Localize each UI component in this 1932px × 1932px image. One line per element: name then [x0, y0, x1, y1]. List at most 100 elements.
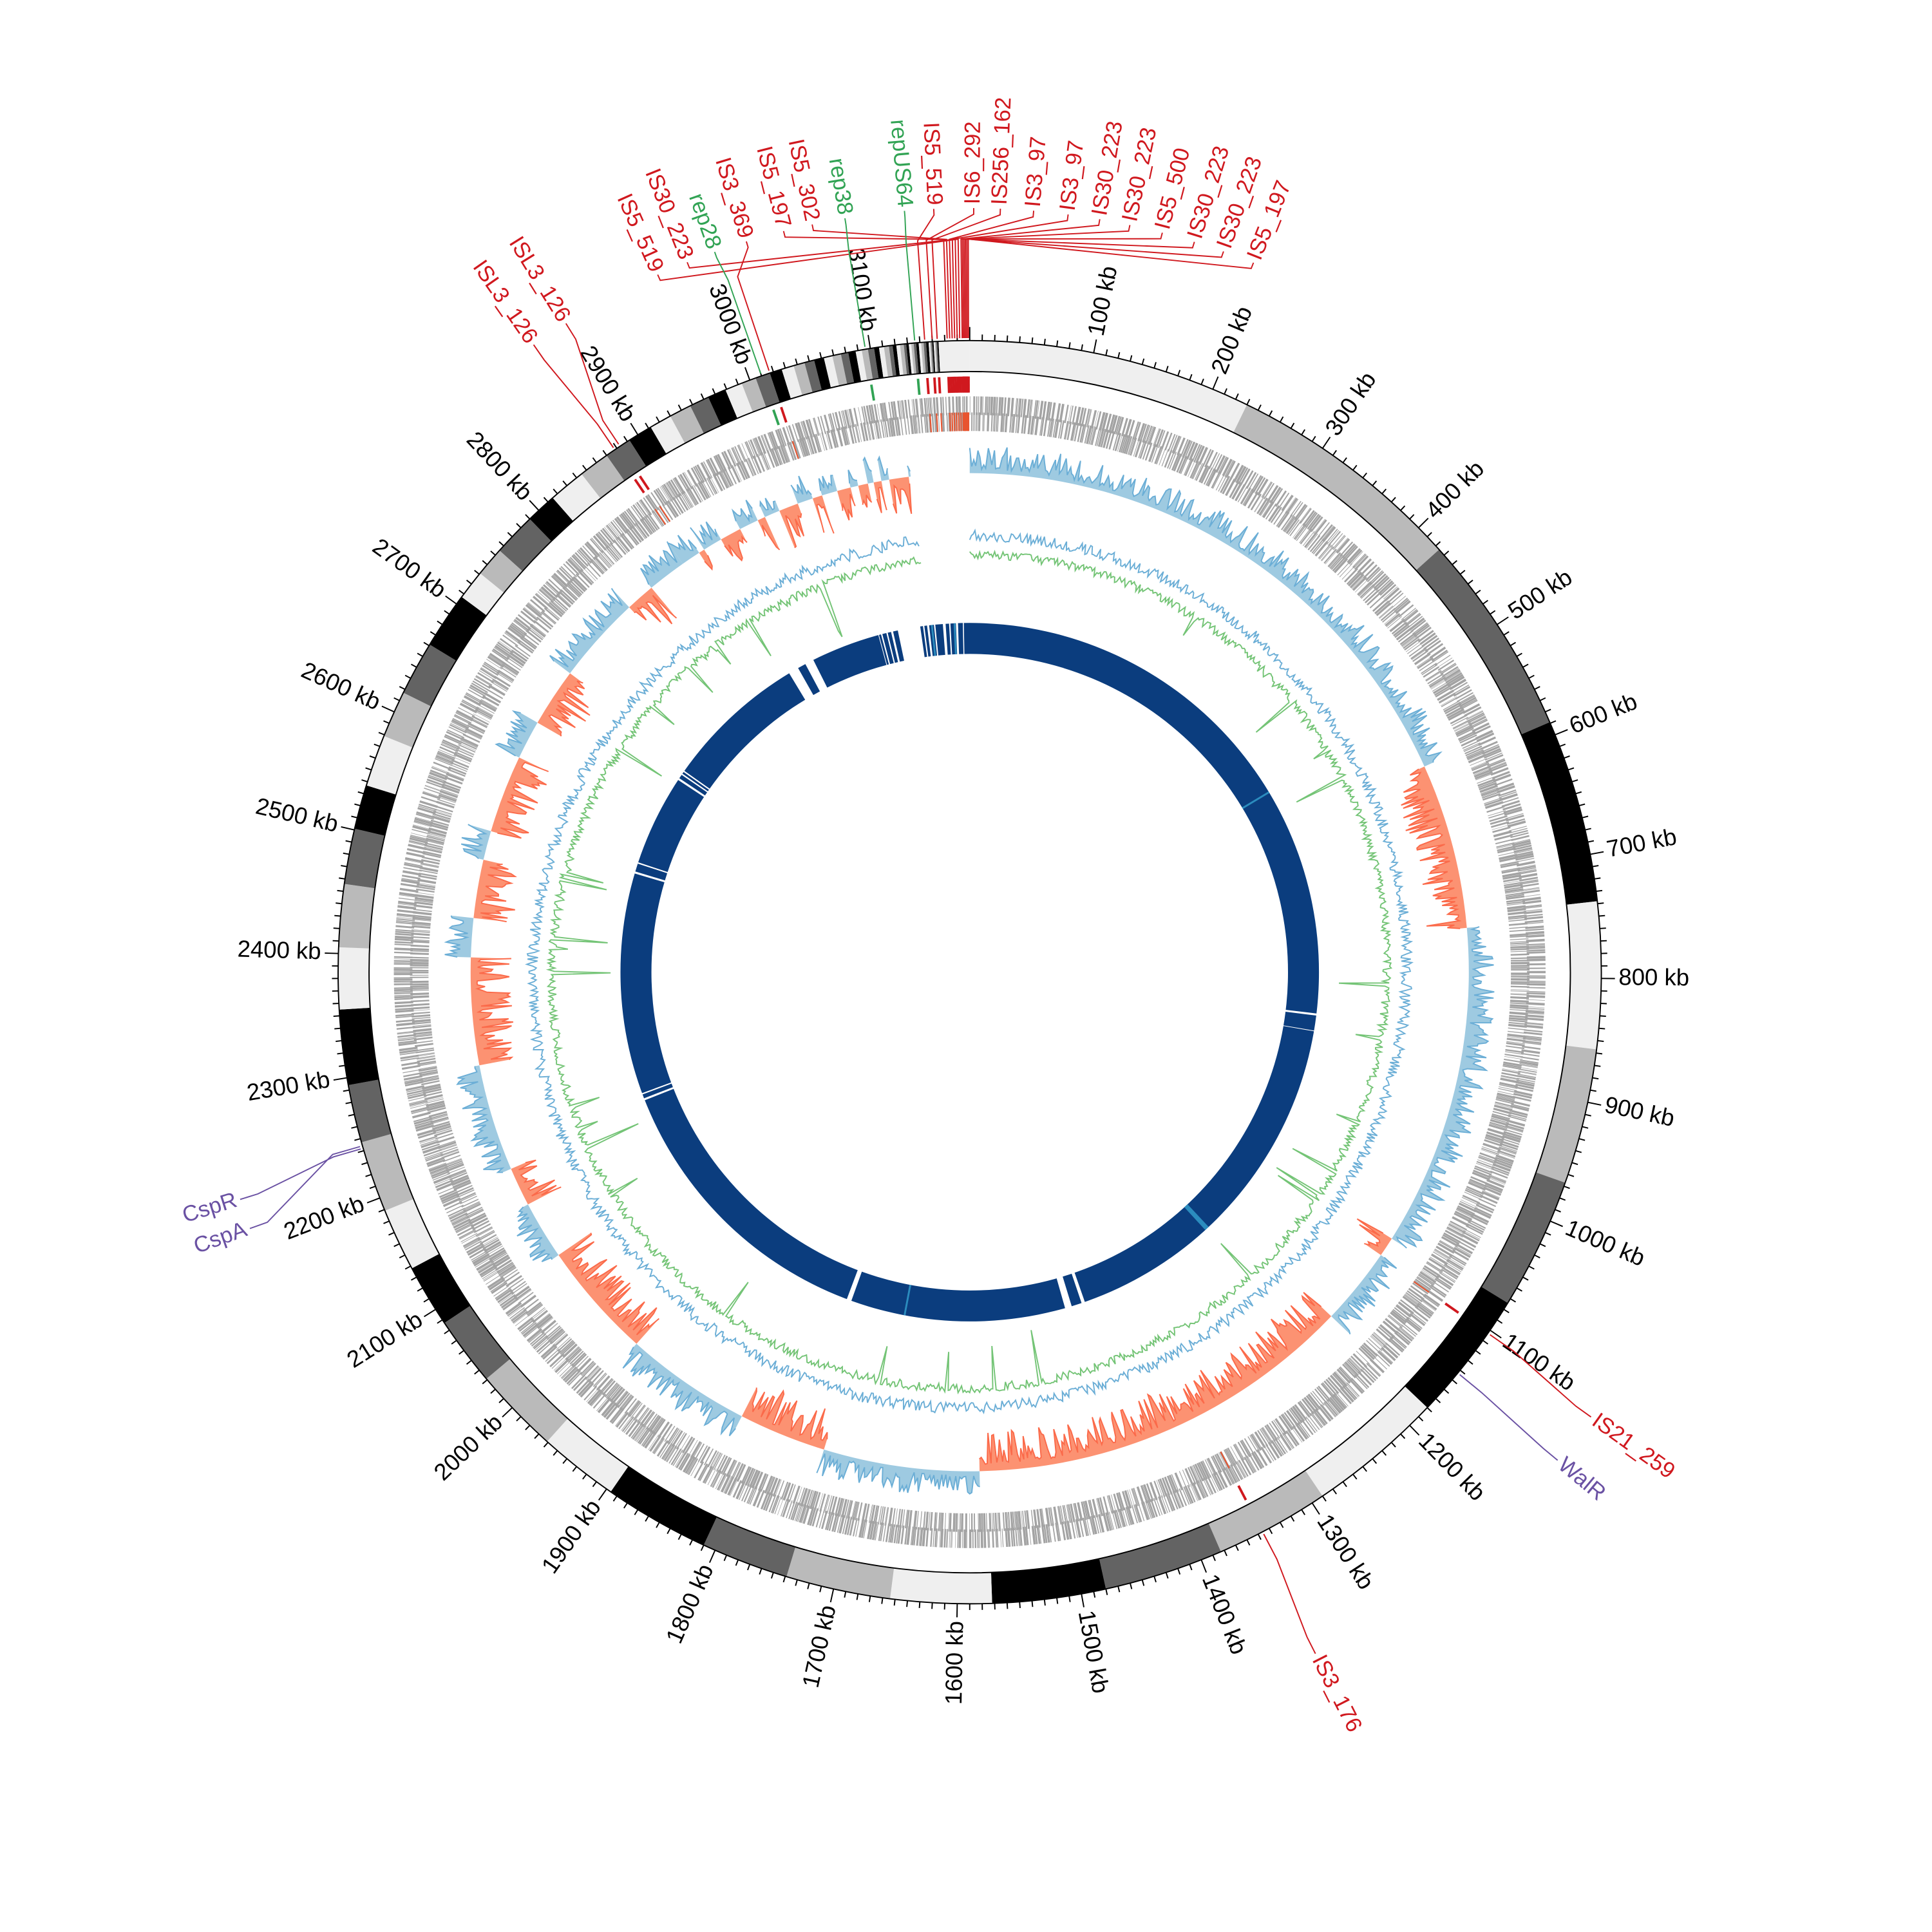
inner-ring-gap: [635, 861, 670, 875]
is-gene-block: [963, 412, 965, 431]
contig-band: [725, 383, 753, 419]
is-gene-block: [960, 412, 962, 431]
skew-positive-line: [456, 1066, 505, 1173]
inner-ring-gap: [956, 620, 960, 657]
feature-connector: [963, 232, 1163, 339]
skew-positive-area: [690, 522, 721, 550]
contig-band: [403, 644, 457, 706]
contig-band: [913, 343, 919, 374]
contig-band: [650, 416, 685, 454]
contig-band: [906, 343, 912, 375]
contig-band: [848, 351, 862, 383]
is-gene-block: [936, 413, 938, 432]
feature-connector: [931, 208, 1001, 339]
is-gene-block: [949, 412, 951, 431]
gc-line-blue: [525, 528, 1414, 1415]
feature-connector: [965, 238, 1195, 339]
contig-band: [938, 340, 970, 373]
is-gene-block: [659, 506, 671, 522]
feature-connector: [961, 225, 1131, 339]
contig-band: [928, 341, 932, 373]
contig-band: [931, 341, 934, 373]
is-element-marker: [634, 478, 645, 494]
tick-marks: [325, 327, 1615, 1618]
contig-band: [1566, 901, 1602, 1050]
inner-ring-gap: [1281, 1025, 1317, 1032]
contig-band: [908, 343, 914, 375]
skew-positive-area: [461, 824, 491, 860]
skew-negative-line: [518, 1159, 562, 1197]
skew-positive-line: [690, 521, 718, 545]
inner-ring-gap: [886, 630, 896, 666]
contig-band: [1521, 722, 1598, 905]
feature-connector: [951, 214, 1069, 339]
inner-ring-highlight: [1184, 1206, 1207, 1230]
contig-band: [804, 360, 822, 393]
contig-band: [770, 369, 791, 402]
contig-band: [990, 1558, 1106, 1604]
is-element-marker: [638, 475, 650, 491]
inner-ring-gap: [927, 623, 933, 659]
feature-connector: [966, 238, 1224, 339]
is-element-label: IS5_519: [918, 122, 947, 206]
feature-connector: [1263, 1533, 1316, 1654]
skew-negative-line: [497, 761, 549, 839]
skew-positive-area: [496, 711, 538, 758]
contig-band: [366, 735, 413, 795]
skew-positive-line: [759, 498, 776, 511]
skew-negative-area: [558, 1233, 659, 1344]
skew-negative-area: [812, 495, 834, 534]
contig-band: [1481, 1172, 1566, 1303]
is-element-marker: [926, 377, 930, 395]
contig-band: [486, 1359, 568, 1442]
skew-positive-area: [668, 535, 699, 564]
feature-connector: [967, 238, 1255, 339]
contig-band: [338, 947, 370, 1010]
contig-band: [444, 1305, 511, 1379]
inner-ring-gap: [641, 1086, 676, 1101]
skew-positive-line: [460, 824, 488, 860]
is-gene-block: [967, 412, 969, 431]
contig-band: [781, 365, 802, 399]
skew-positive-area: [444, 915, 474, 958]
is-element-marker: [952, 376, 955, 393]
inner-ring-gap: [933, 622, 939, 658]
skew-positive-area: [863, 457, 874, 484]
contig-band: [832, 354, 848, 386]
skew-positive-area: [1392, 927, 1495, 1248]
skew-positive-line: [907, 465, 911, 472]
rep-element-marker: [916, 378, 921, 395]
rep-element-marker: [870, 384, 875, 401]
contig-band: [338, 884, 375, 949]
tick-label: 2400 kb: [237, 936, 321, 965]
skew-negative-area: [470, 957, 513, 1066]
gc-content-track: [525, 528, 1414, 1415]
skew-positive-line: [1396, 926, 1495, 1249]
contig-band: [911, 343, 916, 374]
skew-positive-line: [848, 469, 857, 484]
is-gene-block: [953, 412, 956, 431]
inner-ring-gap: [804, 658, 829, 694]
contig-band: [339, 1007, 379, 1086]
contig-band: [921, 342, 926, 374]
skew-negative-line: [842, 493, 856, 521]
feature-connector: [657, 238, 961, 339]
contig-band: [1405, 1287, 1508, 1408]
is-gene-block: [1413, 1281, 1430, 1293]
contig-band: [344, 828, 385, 889]
skew-negative-area: [1357, 1218, 1392, 1255]
is-gene-block: [940, 413, 943, 432]
contig-band: [611, 1466, 717, 1546]
contig-ideogram: [337, 339, 1602, 1605]
contig-band: [900, 344, 907, 375]
skew-negative-line: [979, 1292, 1322, 1465]
contig-band: [929, 341, 933, 373]
contig-band: [1416, 549, 1550, 735]
skew-negative-line: [548, 680, 591, 737]
contig-band: [1208, 1470, 1323, 1552]
is-element-marker: [938, 377, 942, 393]
skew-positive-line: [969, 447, 1443, 763]
rep-element-marker: [772, 409, 780, 426]
inner-ring-gap: [890, 629, 901, 665]
skew-negative-line: [784, 513, 805, 549]
